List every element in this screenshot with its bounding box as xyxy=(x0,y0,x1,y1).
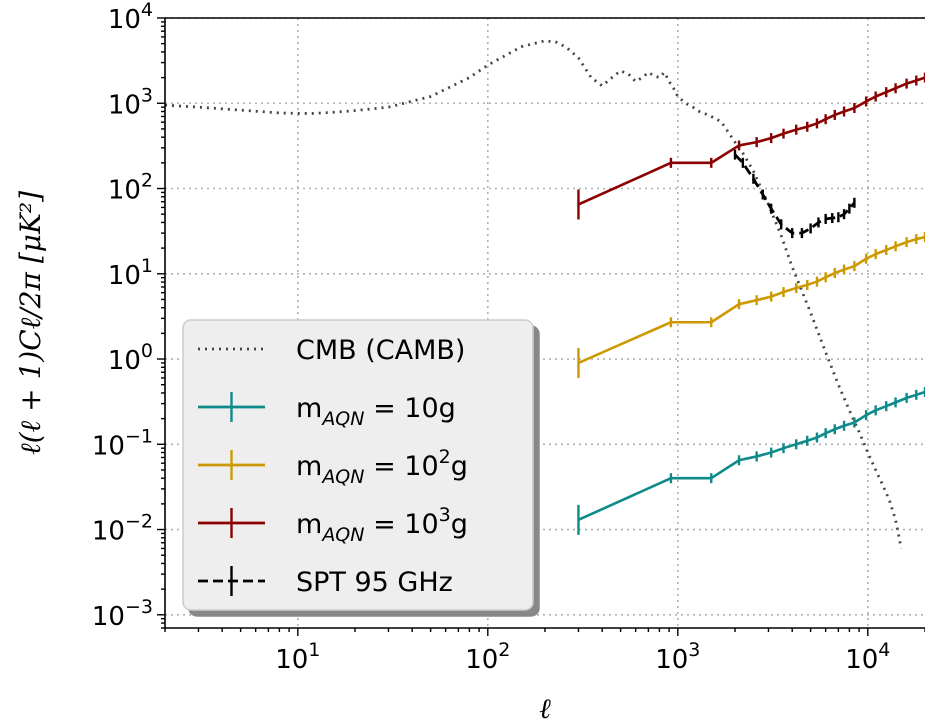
legend-item-m1000: mAQN = 103g xyxy=(198,504,468,546)
series-m10 xyxy=(577,387,925,535)
y-tick-label: 102 xyxy=(108,170,153,206)
tick-labels: 101 102 103 104 10−3 10−2 10−1 100 101 102 103 104 xyxy=(92,0,891,675)
series-line-cmb xyxy=(165,39,903,549)
series-cmb xyxy=(165,39,903,549)
series-m100 xyxy=(577,231,925,378)
y-tick-label: 10−1 xyxy=(92,425,153,461)
legend-label-m1000: mAQN = 103g xyxy=(296,504,468,546)
legend-label-m10: mAQN = 10g xyxy=(296,393,456,430)
x-tick-label: 102 xyxy=(465,639,510,675)
y-tick-label: 10−2 xyxy=(92,511,153,547)
series-m1000 xyxy=(577,72,925,220)
legend-label-cmb: CMB (CAMB) xyxy=(296,335,465,366)
legend-item-m100: mAQN = 102g xyxy=(198,446,468,488)
x-tick-label: 104 xyxy=(845,639,890,675)
series-line-spt xyxy=(733,153,856,235)
legend-item-m10: mAQN = 10g xyxy=(198,392,456,430)
y-axis-label: ℓ(ℓ + 1)Cℓ/2π [μK²] xyxy=(14,191,47,455)
series-spt xyxy=(733,149,856,239)
axes xyxy=(157,17,925,636)
series-layer xyxy=(165,39,925,549)
y-tick-label: 10−3 xyxy=(92,596,153,632)
legend-item-cmb: CMB (CAMB) xyxy=(198,335,465,366)
legend-label-m100: mAQN = 102g xyxy=(296,446,468,488)
series-line-m10 xyxy=(577,390,925,522)
series-line-m100 xyxy=(577,235,925,365)
y-tick-label: 103 xyxy=(108,84,153,120)
legend-item-spt: SPT 95 GHz xyxy=(198,566,453,598)
x-tick-label: 101 xyxy=(275,639,320,675)
x-tick-label: 103 xyxy=(655,639,700,675)
y-tick-label: 104 xyxy=(108,0,153,35)
series-line-m1000 xyxy=(577,76,925,206)
legend: CMB (CAMB) mAQN = 10g mAQN = 102g mAQN = 10… xyxy=(182,319,534,611)
y-tick-label: 101 xyxy=(108,255,153,291)
x-axis-label: ℓ xyxy=(539,692,551,725)
legend-box xyxy=(182,319,534,611)
y-tick-label: 100 xyxy=(108,340,153,376)
legend-label-spt: SPT 95 GHz xyxy=(296,567,453,598)
